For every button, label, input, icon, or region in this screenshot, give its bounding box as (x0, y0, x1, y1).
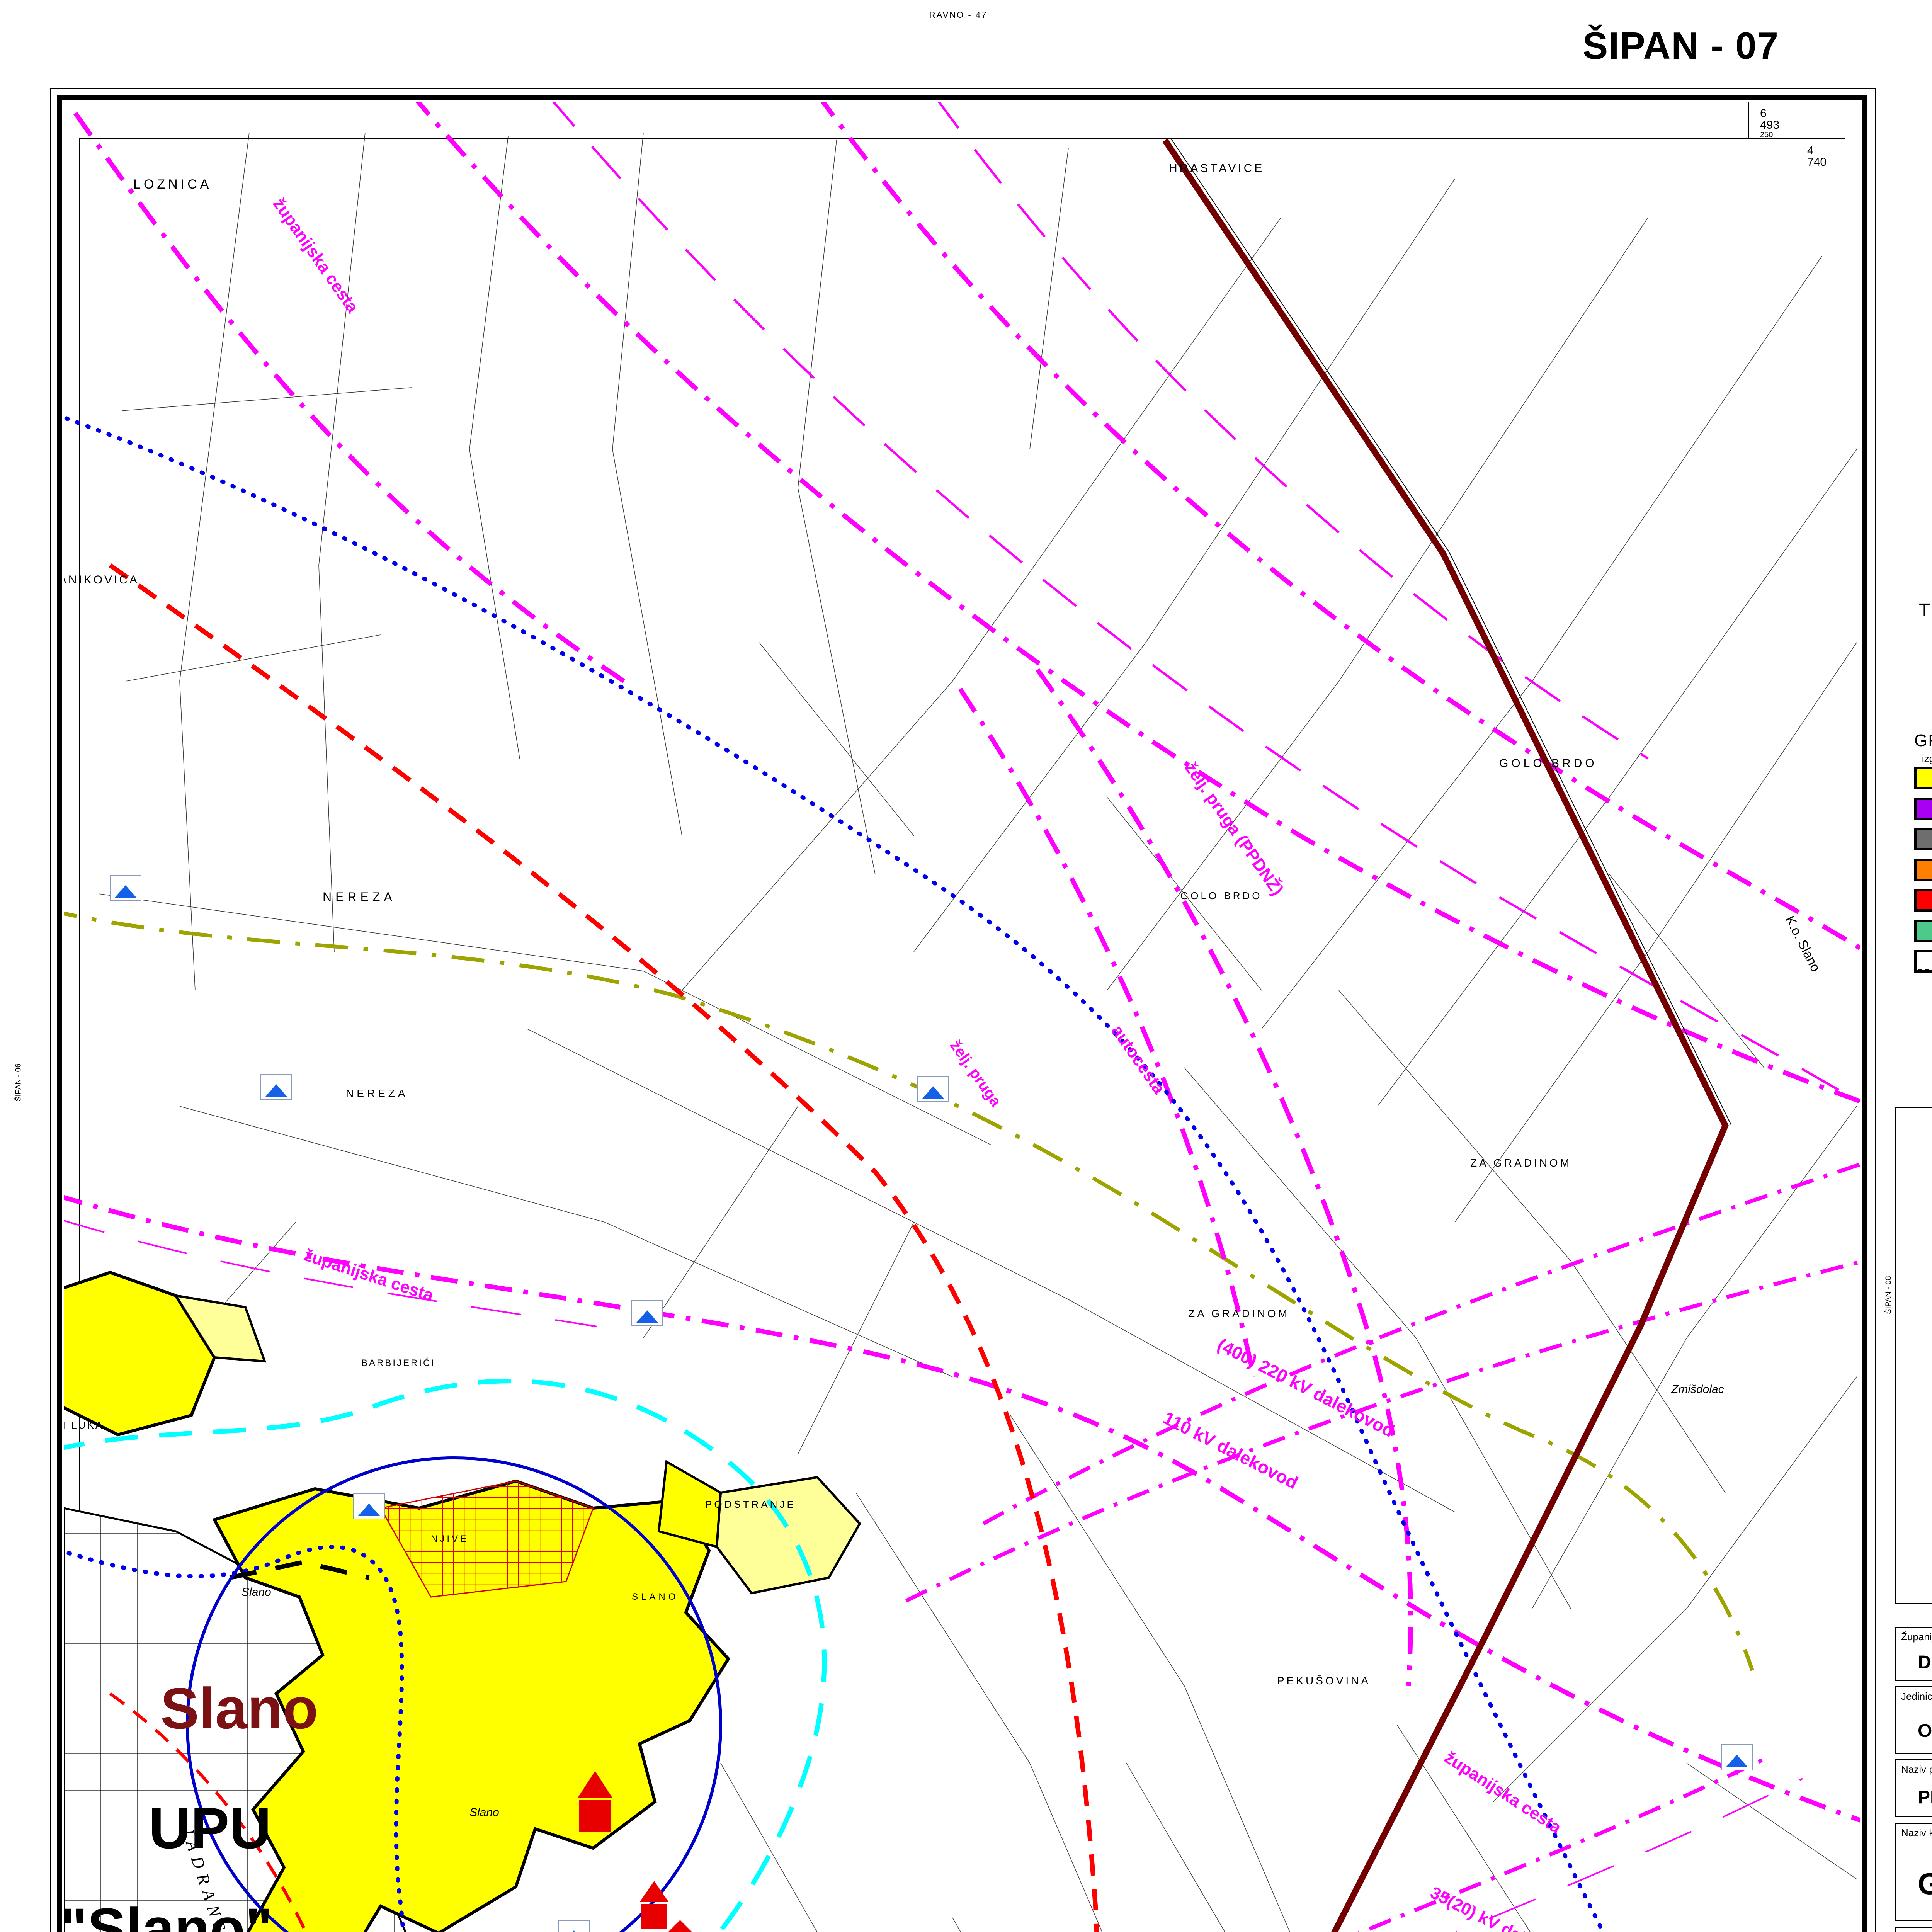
map-frame-outer (50, 88, 1876, 1932)
zone-swatch (1914, 950, 1932, 973)
legend-building-areas-title: GRAĐEVINSKA PODRUČJA (1914, 731, 1932, 750)
church-symbols (668, 1920, 692, 1932)
zone-swatch (1914, 828, 1932, 850)
zone-swatch (1914, 920, 1932, 942)
zone-swatch (1914, 798, 1932, 820)
sheet-index-box (1895, 1107, 1932, 1604)
neighbor-sheet-right: ŠIPAN - 08 (1884, 1276, 1893, 1314)
sheet-title: ŠIPAN - 07 (1582, 24, 1779, 67)
historic-circle (186, 1456, 722, 1932)
info-row-municipality: Jedinica lokalne samouprave: OPĆINA DUBR… (1895, 1686, 1932, 1754)
title-municipality-1: OPĆINA (1893, 240, 1932, 277)
ppup-boundary (229, 1560, 370, 1580)
infrastructure-corridors (64, 102, 1860, 1932)
title-municipality-2: DUBROVAČKO PRIMORJE (1893, 287, 1932, 324)
zone-swatch (1914, 859, 1932, 881)
tourist-zone-hatch (379, 1480, 594, 1598)
title-plan-1: PROSTORNI PLAN (1893, 349, 1932, 396)
field-label: Naziv kartografskog prikaza: (1901, 1827, 1932, 1838)
field-value: DUBROVAČKO-NERETVANSKA ŽUPANIJA (1918, 1652, 1932, 1673)
map-margin-ticks (1748, 102, 1749, 138)
title-plan-2: UREĐENJA (1893, 406, 1932, 454)
zone-swatch (1914, 767, 1932, 789)
field-label: Broj kartografskog prikaza: (1901, 1931, 1932, 1932)
info-row-map-name: Naziv kartografskog prikaza: GRAĐEVINSKA… (1895, 1823, 1932, 1921)
neighbor-sheet-left: ŠIPAN - 06 (14, 1063, 23, 1102)
monument-symbols (578, 1771, 669, 1929)
field-value: OPĆINA DUBROVAČKO PRIMORJE (1918, 1721, 1932, 1741)
state-boundary (1162, 138, 1731, 1932)
neighbor-sheet-top: RAVNO - 47 (929, 10, 988, 20)
upu-boundary (64, 1379, 827, 1932)
red-dashed-lines (109, 563, 1099, 1932)
legend-title: TUMAČ: (1919, 600, 1932, 621)
info-row-plan-name: Naziv prostornog plana: PROSTORNI PLAN U… (1895, 1759, 1932, 1817)
map-frame-inner (57, 95, 1867, 1932)
field-label: Naziv prostornog plana: (1901, 1764, 1932, 1775)
zone-swatch (1914, 889, 1932, 912)
info-row-county: Županija: DUBROVAČKO-NERETVANSKA ŽUPANIJ… (1895, 1627, 1932, 1681)
parcel-lines (98, 132, 1857, 1932)
field-value: GRAĐEVINSKA PODRUČJA (1918, 1867, 1932, 1901)
sheet-index-map: S (1895, 1107, 1932, 1602)
map-canvas (64, 102, 1860, 1932)
landscape-lines (64, 911, 1754, 1671)
field-value: PROSTORNI PLAN UREĐENJA (1918, 1787, 1932, 1808)
info-row-number-scale: Broj kartografskog prikaza: 4.33 Mjerilo… (1895, 1927, 1932, 1932)
title-county: DUBROVAČKO-NERETVANSKA ŽUPANIJA (1893, 201, 1932, 220)
title-map-number: 4.33 (1893, 494, 1932, 525)
field-label: Jedinica lokalne samouprave: (1901, 1690, 1932, 1702)
evidenced-symbols (110, 875, 1753, 1932)
field-label: Županija: (1901, 1631, 1932, 1643)
title-map-name: GRAĐEVINSKA PODRUČJA (1893, 530, 1932, 564)
legend-col-built: izgrađeno (1922, 753, 1932, 764)
